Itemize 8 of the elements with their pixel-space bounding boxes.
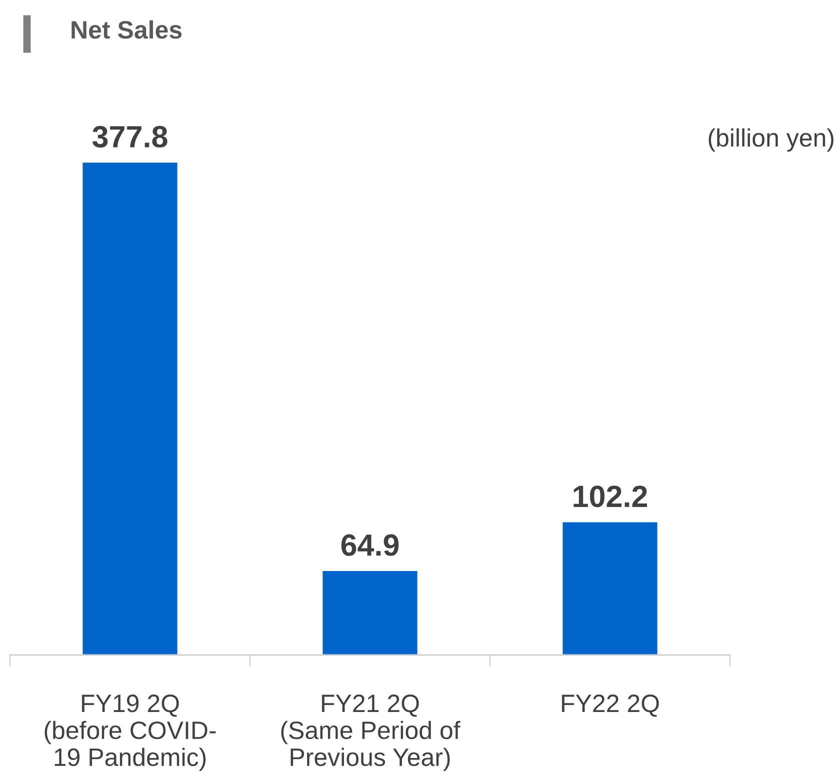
data-label: 102.2 <box>574 486 648 508</box>
data-label: 377.8 <box>92 126 168 148</box>
text: (billion yen) <box>708 128 834 152</box>
chart-title: Net Sales <box>72 20 182 39</box>
x-tick-label: FY21 2Q (Same Period of Previous Year) <box>281 694 460 772</box>
x-tick-label: FY22 2Q <box>562 694 659 717</box>
data-label: 64.9 <box>341 534 399 556</box>
x-tick-label: FY19 2Q (before COVID- 19 Pandemic) <box>44 694 216 772</box>
